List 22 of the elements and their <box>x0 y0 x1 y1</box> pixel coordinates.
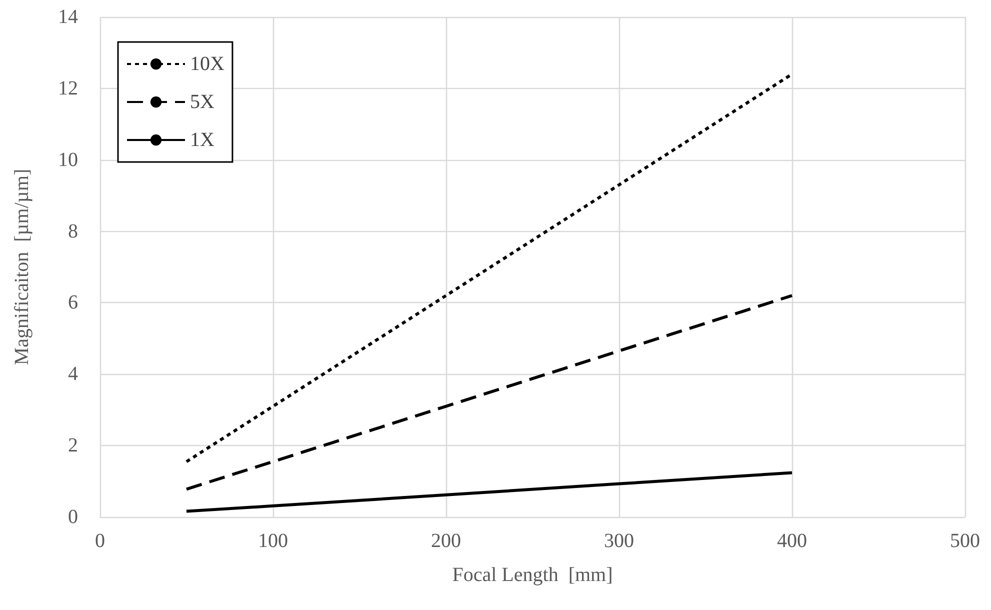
line-series <box>185 471 794 513</box>
x-tick-label: 200 <box>431 530 461 552</box>
x-tick-label: 100 <box>258 530 288 552</box>
legend-label: 10X <box>190 53 225 75</box>
x-tick-label: 300 <box>604 530 634 552</box>
y-tick-label: 14 <box>58 6 78 28</box>
y-tick-label: 2 <box>68 434 78 457</box>
legend-label: 5X <box>190 91 215 113</box>
x-tick-label: 400 <box>777 530 807 552</box>
line-series <box>185 72 794 464</box>
x-axis-title: Focal Length [mm] <box>452 564 613 586</box>
line-series <box>185 294 794 491</box>
y-tick-label: 6 <box>68 292 78 314</box>
y-tick-label: 12 <box>58 77 78 100</box>
y-axis-title: Magnificaiton [µm/µm] <box>11 168 33 366</box>
y-tick-label: 10 <box>58 148 78 171</box>
x-tick-label: 0 <box>95 530 105 552</box>
legend-label: 1X <box>190 129 215 151</box>
y-tick-label: 0 <box>68 506 78 528</box>
x-tick-label: 500 <box>950 530 980 552</box>
y-tick-label: 4 <box>68 363 78 386</box>
y-tick-label: 8 <box>68 220 78 242</box>
